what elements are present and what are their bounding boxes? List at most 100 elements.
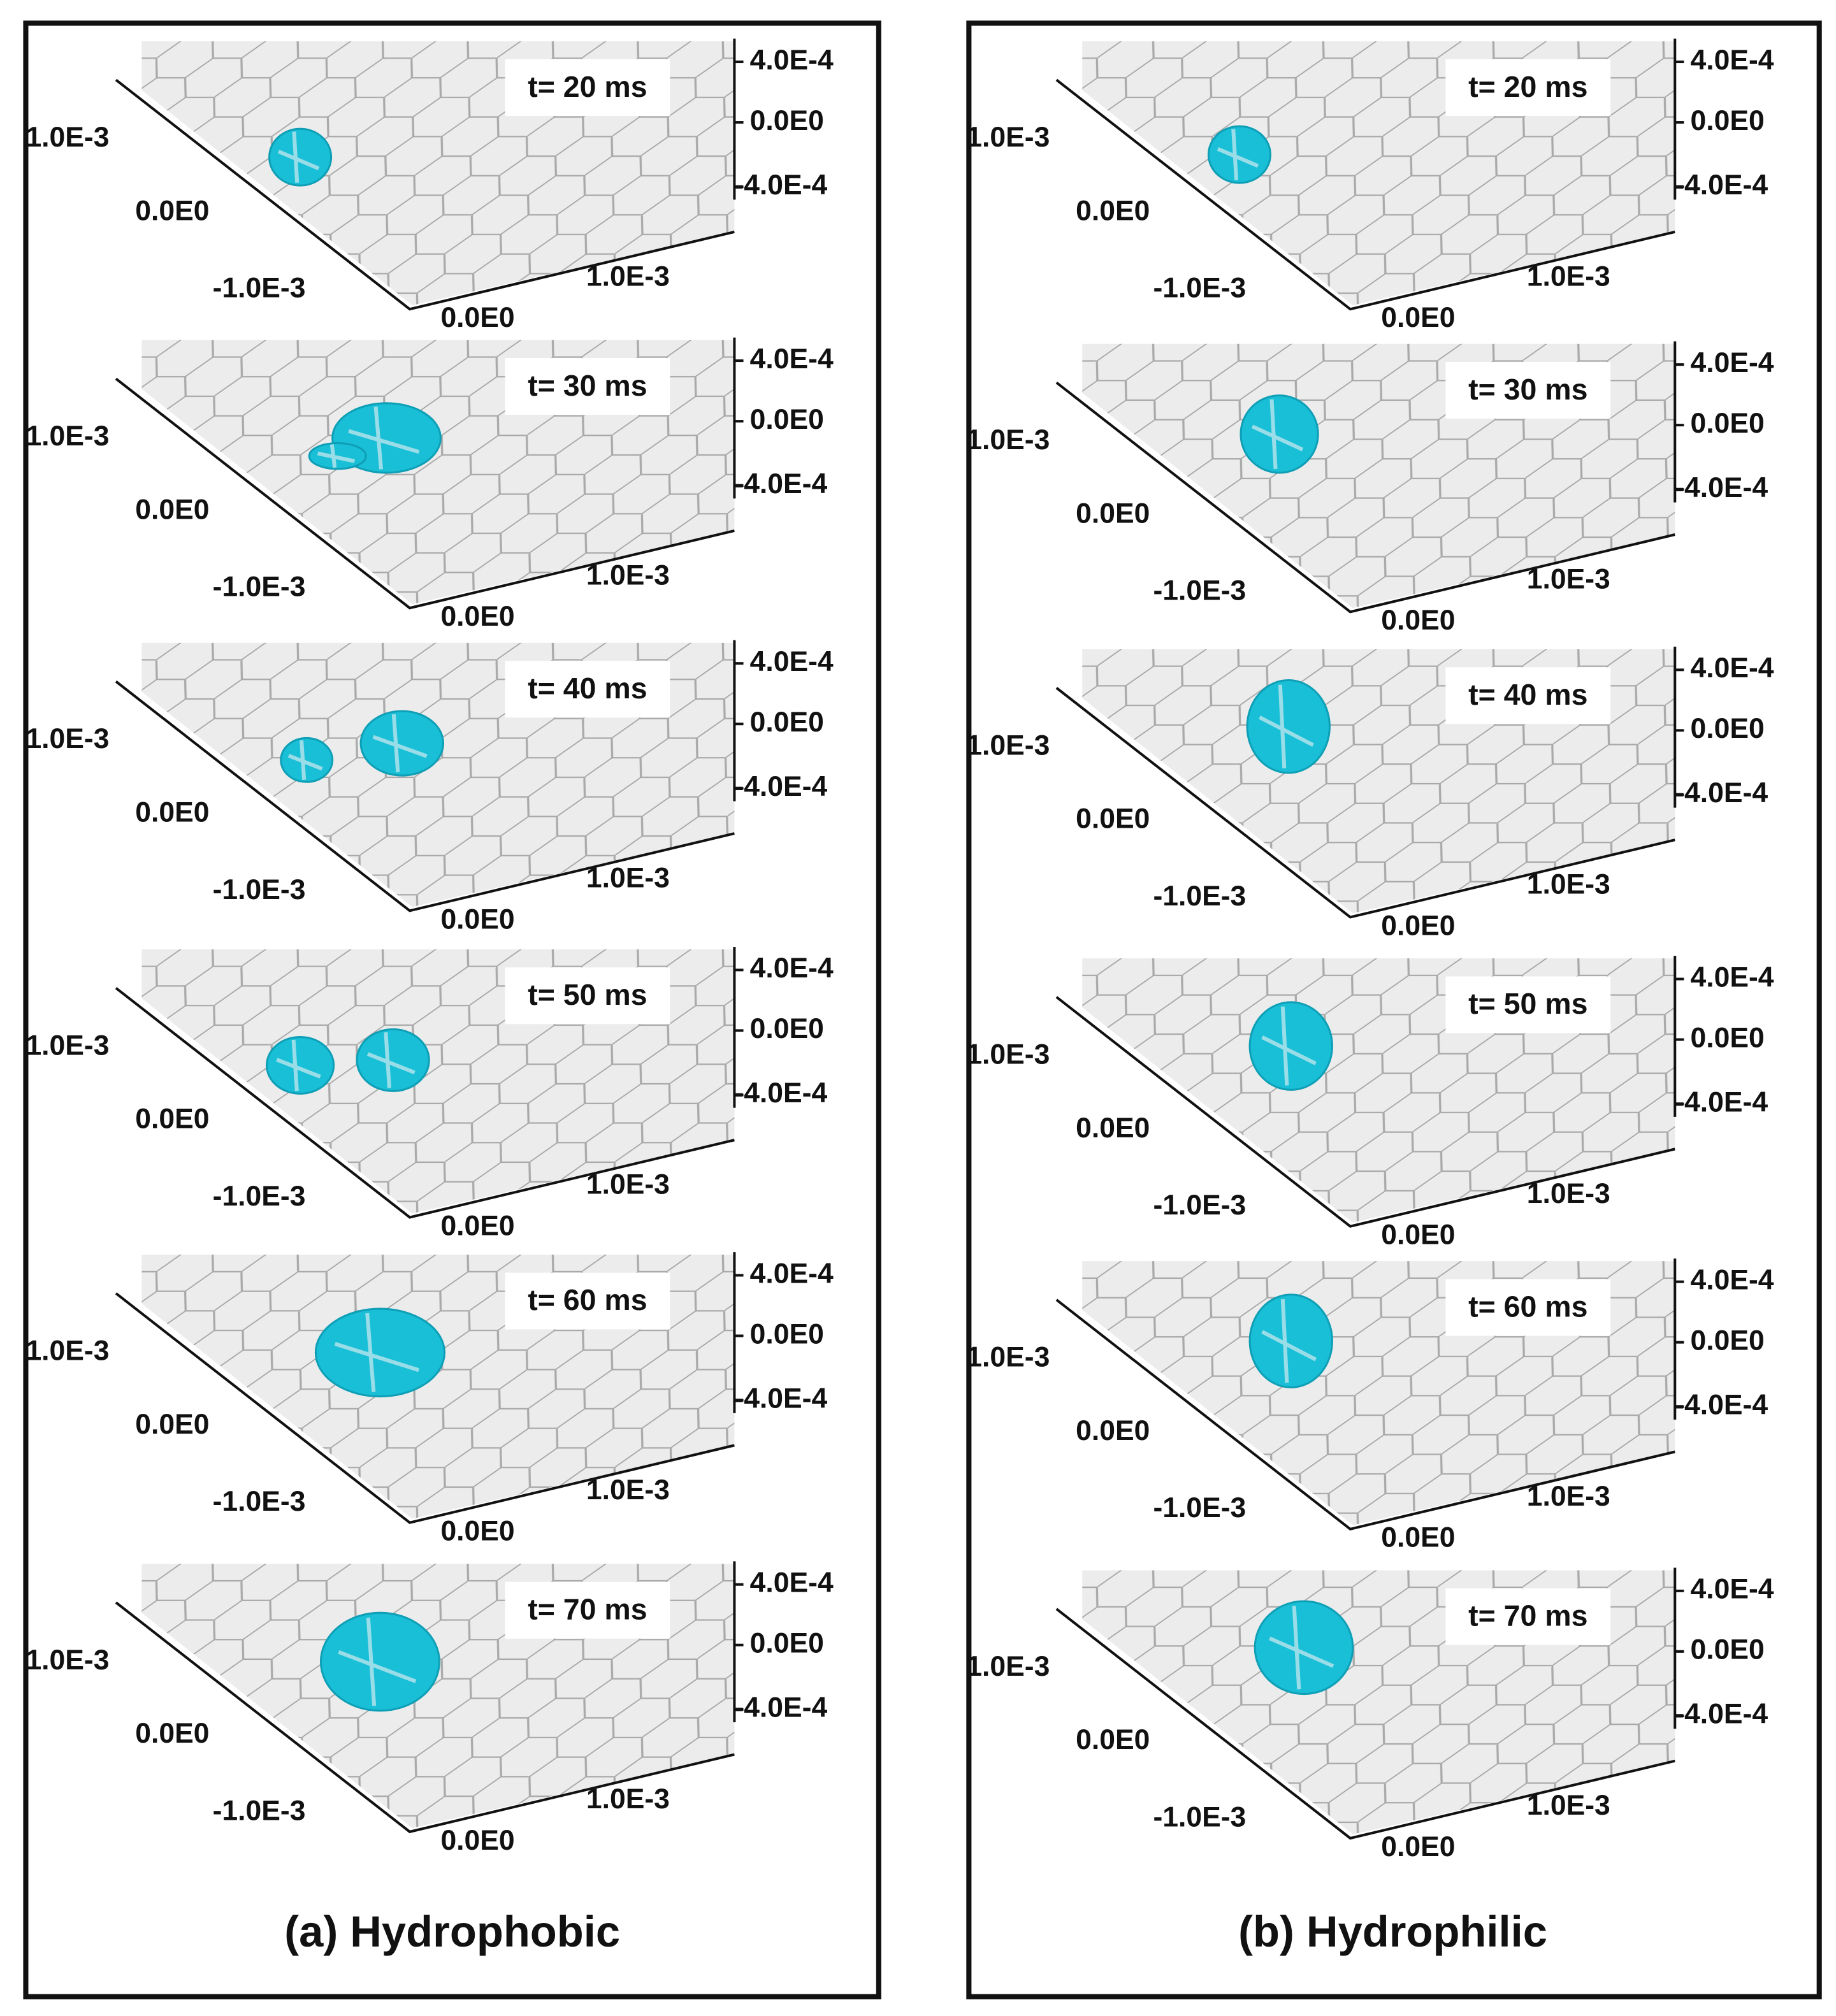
droplet (1240, 394, 1319, 474)
time-box (505, 1581, 670, 1639)
time-box (1445, 1279, 1611, 1336)
z-tick-label: 0.0E0 (750, 105, 824, 136)
y-tick-label: 0.0E0 (135, 796, 209, 828)
y-tick-label: 1.0E-3 (25, 1336, 109, 1367)
droplet-lattice (1217, 129, 1259, 180)
z-tick-label: 4.0E-4 (750, 1258, 834, 1289)
droplet-lattice (277, 131, 320, 183)
droplet (1246, 679, 1331, 774)
droplet (1248, 1293, 1334, 1388)
y-tick-label: 0.0E0 (135, 195, 209, 226)
frame: t= 20 ms 4.0E-4 0.0E0 -4.0E-4 1.0E-3 0.0E0 -1.… (25, 38, 834, 333)
time-label: t= 50 ms (528, 978, 647, 1011)
z-tick-label: 0.0E0 (1691, 1634, 1765, 1666)
x-tick-label: 0.0E0 (1381, 302, 1455, 333)
time-label: t= 70 ms (1468, 1599, 1587, 1632)
y-tick-label: -1.0E-3 (213, 273, 306, 304)
axis-line (1055, 381, 1675, 614)
droplet (1254, 1600, 1354, 1696)
y-tick-label: -1.0E-3 (213, 874, 306, 905)
droplet-lattice (317, 444, 356, 468)
y-tick-label: 0.0E0 (135, 1718, 209, 1749)
x-tick-label: 0.0E0 (440, 601, 514, 632)
x-tick-label: 1.0E-3 (1527, 564, 1610, 595)
time-box (505, 358, 670, 415)
z-tick-label: 0.0E0 (1691, 1022, 1765, 1053)
time-box (505, 967, 670, 1025)
axis-line (1055, 1299, 1675, 1530)
x-tick-label: 0.0E0 (440, 1516, 514, 1547)
time-label: t= 30 ms (1468, 373, 1587, 406)
panel: t= 20 ms 4.0E-4 0.0E0 -4.0E-4 1.0E-3 0.0E0 -1.… (25, 38, 834, 1956)
y-tick-label: 1.0E-3 (966, 1342, 1050, 1373)
z-tick-label: -4.0E-4 (1675, 472, 1768, 503)
axis-line (115, 680, 735, 912)
x-tick-label: 0.0E0 (1381, 1522, 1455, 1553)
y-tick-label: -1.0E-3 (213, 1486, 306, 1517)
y-tick-label: 0.0E0 (1076, 803, 1150, 835)
x-tick-label: 0.0E0 (1381, 1220, 1455, 1251)
axis-line (1055, 78, 1675, 311)
z-tick-label: 0.0E0 (750, 1627, 824, 1659)
droplet (266, 1035, 335, 1095)
panel-frame (966, 20, 1822, 1999)
z-tick-label: 0.0E0 (1691, 408, 1765, 439)
y-tick-label: 0.0E0 (1076, 1724, 1150, 1755)
y-tick-label: -1.0E-3 (1153, 1492, 1246, 1523)
time-label: t= 20 ms (1468, 70, 1587, 103)
y-tick-label: 0.0E0 (135, 1409, 209, 1440)
x-tick-label: 1.0E-3 (586, 559, 670, 591)
z-tick-label: 0.0E0 (1691, 713, 1765, 744)
time-box (1445, 362, 1611, 419)
frame: t= 60 ms 4.0E-4 0.0E0 -4.0E-4 1.0E-3 0.0E0 -1.… (25, 1252, 834, 1547)
frame: t= 30 ms 4.0E-4 0.0E0 -4.0E-4 1.0E-3 0.0E0 -1.… (25, 337, 834, 632)
z-tick-label: -4.0E-4 (734, 1692, 827, 1724)
time-label: t= 40 ms (528, 672, 647, 705)
axis-line (1055, 996, 1675, 1228)
y-tick-label: 1.0E-3 (966, 1651, 1050, 1682)
x-tick-label: 0.0E0 (440, 1210, 514, 1241)
droplet (356, 1028, 430, 1092)
droplet-lattice (1269, 1606, 1334, 1690)
z-tick-label: 4.0E-4 (750, 343, 834, 375)
z-tick-label: 4.0E-4 (1691, 961, 1774, 993)
x-tick-label: 1.0E-3 (586, 863, 670, 894)
axis-line (1055, 687, 1675, 919)
frame: t= 70 ms 4.0E-4 0.0E0 -4.0E-4 1.0E-3 0.0E0 -1.… (25, 1561, 834, 1856)
droplet-lattice (1259, 684, 1314, 768)
z-tick-label: 0.0E0 (750, 404, 824, 435)
frame: t= 50 ms 4.0E-4 0.0E0 -4.0E-4 1.0E-3 0.0E0 -1.… (25, 946, 834, 1241)
time-box (1445, 1588, 1611, 1645)
y-tick-label: -1.0E-3 (1153, 575, 1246, 607)
y-tick-label: 1.0E-3 (966, 424, 1050, 456)
z-tick-label: -4.0E-4 (734, 468, 827, 500)
time-label: t= 50 ms (1468, 987, 1587, 1020)
droplet-lattice (287, 740, 323, 780)
z-tick-label: 4.0E-4 (1691, 652, 1774, 684)
z-tick-label: -4.0E-4 (734, 169, 827, 201)
time-label: t= 60 ms (528, 1283, 647, 1316)
frame: t= 20 ms 4.0E-4 0.0E0 -4.0E-4 1.0E-3 0.0E0 -1.… (966, 38, 1774, 333)
x-tick-label: 1.0E-3 (1527, 261, 1610, 292)
y-tick-label: 1.0E-3 (966, 122, 1050, 153)
droplet-lattice (276, 1039, 321, 1091)
x-tick-label: 0.0E0 (1381, 910, 1455, 941)
z-tick-label: 0.0E0 (750, 707, 824, 738)
z-tick-label: 4.0E-4 (750, 1567, 834, 1598)
x-tick-label: 1.0E-3 (586, 1169, 670, 1200)
frame: t= 30 ms 4.0E-4 0.0E0 -4.0E-4 1.0E-3 0.0E0 -1.… (966, 341, 1774, 636)
axis-line (115, 377, 735, 610)
axis-line (115, 78, 735, 311)
time-box (505, 59, 670, 116)
x-tick-label: 1.0E-3 (586, 261, 670, 292)
droplet (314, 1307, 446, 1398)
droplet (1207, 125, 1271, 184)
x-tick-label: 0.0E0 (1381, 605, 1455, 636)
droplet-lattice (338, 1617, 417, 1706)
frame: t= 60 ms 4.0E-4 0.0E0 -4.0E-4 1.0E-3 0.0E0 -1.… (966, 1258, 1774, 1553)
y-tick-label: 1.0E-3 (25, 1645, 109, 1676)
frame: t= 40 ms 4.0E-4 0.0E0 -4.0E-4 1.0E-3 0.0E0 -1.… (25, 640, 834, 935)
z-tick-label: 4.0E-4 (1691, 347, 1774, 378)
time-box (505, 1272, 670, 1330)
